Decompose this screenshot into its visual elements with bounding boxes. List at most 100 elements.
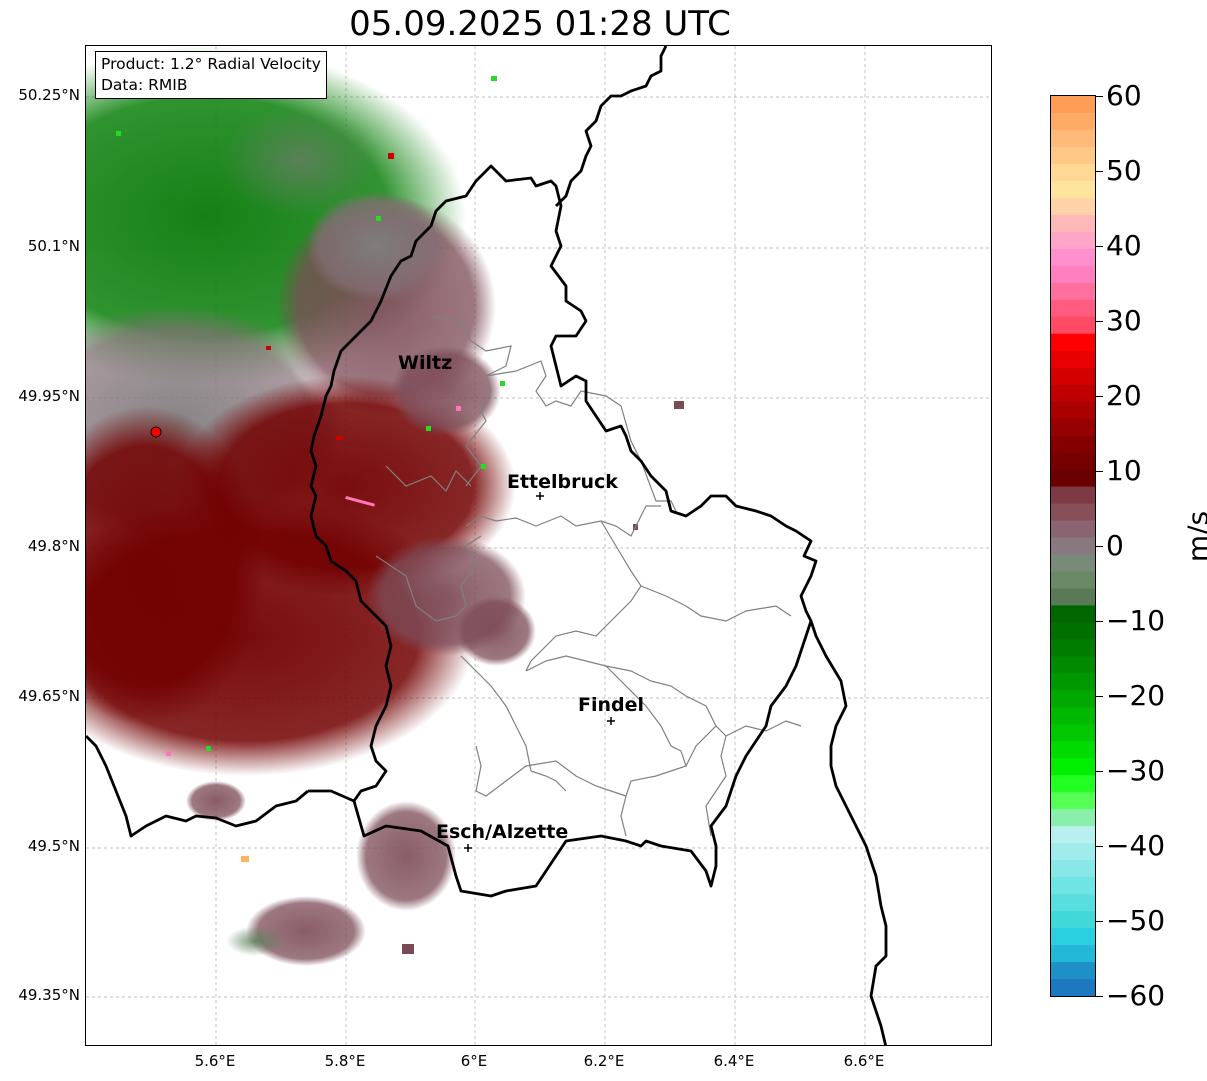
lat-label: 49.65°N (18, 687, 80, 705)
colorbar-segment (1051, 945, 1095, 963)
colorbar-segment (1051, 367, 1095, 386)
colorbar-tick-mark (1096, 171, 1103, 173)
colorbar-segment (1051, 282, 1095, 301)
city-label-esch-alzette: Esch/Alzette (436, 821, 569, 843)
colorbar-segment (1051, 775, 1095, 793)
colorbar-tick-mark (1096, 246, 1103, 248)
colorbar-segment (1051, 214, 1095, 233)
colorbar-segment (1051, 622, 1095, 640)
colorbar-tick-mark (1096, 321, 1103, 323)
country-borders (86, 46, 888, 1045)
colorbar-segment (1051, 792, 1095, 810)
colorbar-tick-label: −10 (1106, 604, 1166, 637)
radar-echoes (86, 46, 684, 966)
colorbar-segment (1051, 486, 1095, 505)
colorbar-segment (1051, 826, 1095, 844)
colorbar-tick-label: 60 (1106, 79, 1142, 112)
radar-site-marker (150, 426, 162, 438)
colorbar-segment (1051, 928, 1095, 946)
colorbar-unit: m/s (1181, 510, 1207, 563)
city-label-ettelbruck: Ettelbruck (507, 471, 618, 493)
lat-label: 50.25°N (18, 86, 80, 104)
product-info-box: Product: 1.2° Radial Velocity Data: RMIB (95, 51, 327, 99)
colorbar-segment (1051, 571, 1095, 590)
colorbar-tick-mark (1096, 96, 1103, 98)
colorbar-tick-mark (1096, 771, 1103, 773)
city-markers (464, 492, 615, 852)
colorbar-segment (1051, 707, 1095, 725)
colorbar-tick-label: −50 (1106, 904, 1166, 937)
colorbar-segment (1051, 384, 1095, 403)
colorbar-segment (1051, 554, 1095, 573)
colorbar-segment (1051, 129, 1095, 148)
lat-label: 49.5°N (27, 837, 80, 855)
colorbar-tick-mark (1096, 471, 1103, 473)
map-title: 05.09.2025 01:28 UTC (349, 4, 731, 44)
map-canvas (86, 46, 991, 1045)
lon-label: 5.6°E (194, 1052, 236, 1070)
lon-label: 6°E (460, 1052, 488, 1070)
colorbar-segment (1051, 96, 1095, 114)
colorbar-tick-label: 0 (1106, 529, 1124, 562)
colorbar-segment (1051, 809, 1095, 827)
colorbar-segment (1051, 911, 1095, 929)
colorbar-segment (1051, 401, 1095, 420)
colorbar-segment (1051, 452, 1095, 471)
colorbar-segment (1051, 724, 1095, 742)
colorbar-tick-mark (1096, 546, 1103, 548)
colorbar-segment (1051, 163, 1095, 182)
lon-label: 6.4°E (713, 1052, 755, 1070)
colorbar-tick-label: 30 (1106, 304, 1142, 337)
colorbar-segment (1051, 843, 1095, 861)
colorbar-tick-mark (1096, 621, 1103, 623)
colorbar-tick-label: 50 (1106, 154, 1142, 187)
colorbar-tick-label: 10 (1106, 454, 1142, 487)
city-label-findel: Findel (578, 694, 645, 716)
colorbar-tick-label: 40 (1106, 229, 1142, 262)
colorbar-segment (1051, 979, 1095, 997)
colorbar-segment (1051, 112, 1095, 131)
product-label: Product: 1.2° Radial Velocity (101, 55, 321, 73)
colorbar-tick-label: 20 (1106, 379, 1142, 412)
canton-lines (375, 315, 802, 837)
radar-map[interactable]: Wiltz Ettelbruck Findel Esch/Alzette (85, 45, 992, 1046)
lon-label: 6.2°E (583, 1052, 625, 1070)
colorbar-segment (1051, 656, 1095, 674)
colorbar-segment (1051, 418, 1095, 437)
colorbar-segment (1051, 537, 1095, 556)
colorbar-segment (1051, 520, 1095, 539)
data-source-label: Data: RMIB (101, 76, 188, 94)
colorbar-tick-mark (1096, 696, 1103, 698)
colorbar-segment (1051, 435, 1095, 454)
colorbar-segment (1051, 180, 1095, 199)
colorbar-segment (1051, 248, 1095, 267)
colorbar-tick-label: −20 (1106, 679, 1166, 712)
lat-label: 49.95°N (18, 387, 80, 405)
colorbar-tick-label: −30 (1106, 754, 1166, 787)
colorbar-segment (1051, 146, 1095, 165)
colorbar-segment (1051, 860, 1095, 878)
colorbar-tick-mark (1096, 996, 1103, 998)
colorbar-segment (1051, 231, 1095, 250)
colorbar-segment (1051, 605, 1095, 624)
colorbar-segment (1051, 503, 1095, 522)
colorbar-gradient (1051, 96, 1095, 997)
colorbar-segment (1051, 741, 1095, 759)
colorbar-tick-mark (1096, 396, 1103, 398)
colorbar-segment (1051, 197, 1095, 216)
colorbar-tick-mark (1096, 846, 1103, 848)
colorbar-segment (1051, 673, 1095, 691)
colorbar-tick-mark (1096, 921, 1103, 923)
colorbar-tick-label: −40 (1106, 829, 1166, 862)
lat-label: 49.35°N (18, 986, 80, 1004)
colorbar-segment (1051, 877, 1095, 895)
colorbar-segment (1051, 265, 1095, 284)
colorbar-segment (1051, 588, 1095, 607)
colorbar-segment (1051, 894, 1095, 912)
colorbar-segment (1051, 639, 1095, 657)
colorbar-segment (1051, 690, 1095, 708)
colorbar-tick-label: −60 (1106, 979, 1166, 1012)
colorbar-segment (1051, 316, 1095, 335)
colorbar-segment (1051, 350, 1095, 369)
velocity-colorbar (1050, 95, 1096, 997)
